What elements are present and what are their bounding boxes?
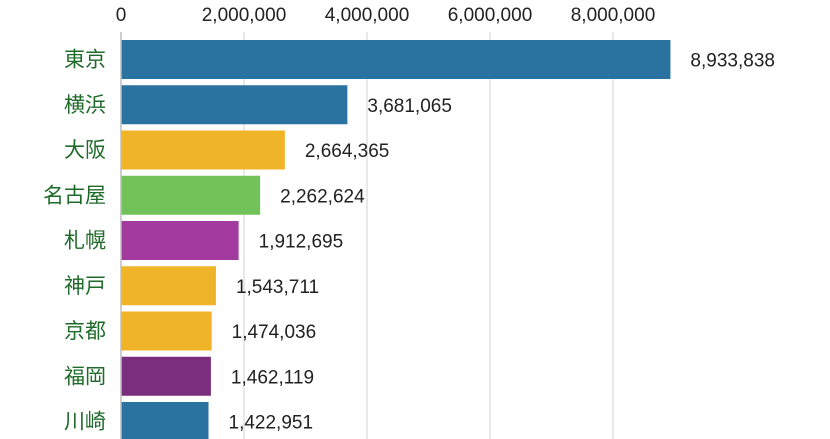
x-axis-ticks: 0 2,000,000 4,000,000 6,000,000 8,000,000 bbox=[116, 5, 656, 26]
category-label: 横浜 bbox=[64, 93, 106, 117]
bars bbox=[121, 40, 671, 439]
value-label: 3,681,065 bbox=[367, 96, 452, 117]
x-tick-label: 6,000,000 bbox=[448, 5, 533, 26]
value-label: 2,664,365 bbox=[305, 141, 390, 162]
category-label: 神戸 bbox=[64, 274, 106, 298]
value-label: 8,933,838 bbox=[690, 51, 775, 72]
value-label: 1,912,695 bbox=[259, 232, 344, 253]
value-labels: 8,933,838 3,681,065 2,664,365 2,262,624 1,91… bbox=[229, 51, 775, 434]
x-tick-label: 2,000,000 bbox=[202, 5, 287, 26]
category-label: 東京 bbox=[64, 48, 106, 72]
x-tick-label: 8,000,000 bbox=[571, 5, 656, 26]
bar bbox=[121, 175, 261, 215]
bar bbox=[121, 356, 211, 396]
gridlines bbox=[243, 32, 614, 439]
value-label: 2,262,624 bbox=[280, 186, 365, 207]
value-label: 1,462,119 bbox=[231, 367, 314, 388]
bar bbox=[121, 402, 209, 439]
category-label: 京都 bbox=[64, 319, 106, 343]
category-label: 大阪 bbox=[64, 138, 106, 162]
x-tick-label: 0 bbox=[116, 5, 127, 26]
category-label: 札幌 bbox=[64, 229, 106, 253]
x-tick-label: 4,000,000 bbox=[325, 5, 410, 26]
bar bbox=[121, 221, 239, 260]
category-label: 福岡 bbox=[64, 364, 106, 388]
value-label: 1,474,036 bbox=[232, 322, 317, 343]
category-label: 名古屋 bbox=[43, 183, 106, 207]
bar bbox=[121, 130, 285, 170]
bar bbox=[121, 311, 212, 351]
value-label: 1,543,711 bbox=[236, 277, 319, 298]
bar bbox=[121, 40, 671, 79]
bar bbox=[121, 85, 348, 125]
value-label: 1,422,951 bbox=[229, 413, 314, 434]
bar bbox=[121, 266, 216, 306]
category-label: 川崎 bbox=[64, 410, 106, 434]
